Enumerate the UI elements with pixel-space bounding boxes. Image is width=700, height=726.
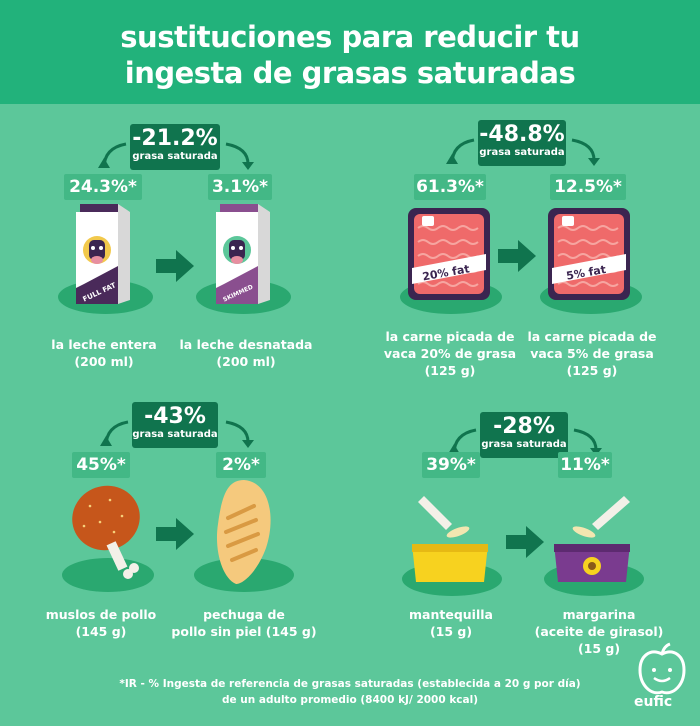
reduction-label: grasa saturada xyxy=(132,151,218,162)
footnote: *IR - % Ingesta de referencia de grasas … xyxy=(0,676,700,708)
shadow xyxy=(62,558,154,592)
pct-left: 24.3%* xyxy=(64,174,142,200)
eufic-logo-icon xyxy=(638,642,686,695)
reduction-value: -48.8% xyxy=(479,122,565,147)
pct-right: 11%* xyxy=(558,452,612,478)
reduction-badge: -48.8% grasa saturada xyxy=(478,120,566,166)
label-left: la leche entera (200 ml) xyxy=(51,337,157,369)
title-line-2: ingesta de grasas saturadas xyxy=(124,56,576,90)
reduction-value: -28% xyxy=(493,414,555,439)
reduction-badge: -28% grasa saturada xyxy=(480,412,568,458)
pct-left: 39%* xyxy=(422,452,480,478)
mince-tray-5-fat-icon: 5% fat xyxy=(548,208,630,300)
reduction-badge: -43% grasa saturada xyxy=(132,402,218,448)
pct-left: 61.3%* xyxy=(414,174,486,200)
pct-right: 2%* xyxy=(216,452,266,478)
curved-arrow-down-icon xyxy=(571,138,600,166)
title-line-1: sustituciones para reducir tu xyxy=(120,20,580,54)
arrow-right-icon xyxy=(498,240,536,272)
curved-arrow-down-icon xyxy=(225,420,254,448)
footnote-line-1: *IR - % Ingesta de referencia de grasas … xyxy=(119,678,581,690)
arrow-right-icon xyxy=(156,518,194,550)
label-right: pechuga de pollo sin piel (145 g) xyxy=(171,607,317,639)
mince-tray-20-fat-icon: 20% fat xyxy=(408,208,490,300)
comparison-mince: -48.8% grasa saturada 61.3%* 12.5%* 20% … xyxy=(350,104,700,394)
reduction-value: -21.2% xyxy=(132,126,218,151)
margarine-tub-knife-icon xyxy=(554,496,630,582)
curved-arrow-down-icon xyxy=(225,142,254,170)
chicken-breast-icon xyxy=(216,480,271,584)
header-banner: sustituciones para reducir tu ingesta de… xyxy=(0,0,700,104)
comparison-chicken: -43% grasa saturada 45%* 2%* muslos de p… xyxy=(0,394,350,684)
pct-right: 3.1%* xyxy=(208,174,272,200)
label-left: muslos de pollo (145 g) xyxy=(45,607,157,639)
reduction-value: -43% xyxy=(144,404,206,429)
reduction-label: grasa saturada xyxy=(479,147,565,158)
curved-arrow-up-icon xyxy=(448,428,477,455)
reduction-label: grasa saturada xyxy=(132,429,218,440)
label-left: mantequilla (15 g) xyxy=(409,607,493,639)
reduction-label: grasa saturada xyxy=(481,439,567,450)
pct-left: 45%* xyxy=(72,452,130,478)
footnote-line-2: de un adulto promedio (8400 kJ/ 2000 kca… xyxy=(221,694,479,706)
label-right: margarina (aceite de girasol) (15 g) xyxy=(534,607,664,656)
comparison-butter: -28% grasa saturada 39%* 11%* mantequill… xyxy=(350,394,700,684)
curved-arrow-up-icon xyxy=(98,142,127,169)
curved-arrow-up-icon xyxy=(446,138,475,165)
reduction-badge: -21.2% grasa saturada xyxy=(130,124,220,170)
arrow-right-icon xyxy=(156,250,194,282)
curved-arrow-up-icon xyxy=(100,420,129,447)
pct-right: 12.5%* xyxy=(550,174,626,200)
eufic-logo-text: eufic xyxy=(634,694,673,710)
chicken-drumstick-icon xyxy=(72,485,140,579)
butter-tub-knife-icon xyxy=(412,496,488,582)
comparison-milk: -21.2% grasa saturada 24.3%* 3.1%* FULL … xyxy=(0,104,350,394)
label-right: la carne picada de vaca 5% de grasa (125 g… xyxy=(527,329,657,378)
label-left: la carne picada de vaca 20% de grasa (125 … xyxy=(383,329,517,378)
arrow-right-icon xyxy=(506,526,544,558)
label-right: la leche desnatada (200 ml) xyxy=(179,337,313,369)
milk-carton-skimmed-icon: SKIMMED xyxy=(216,204,270,304)
milk-carton-full-fat-icon: FULL FAT xyxy=(76,204,130,304)
